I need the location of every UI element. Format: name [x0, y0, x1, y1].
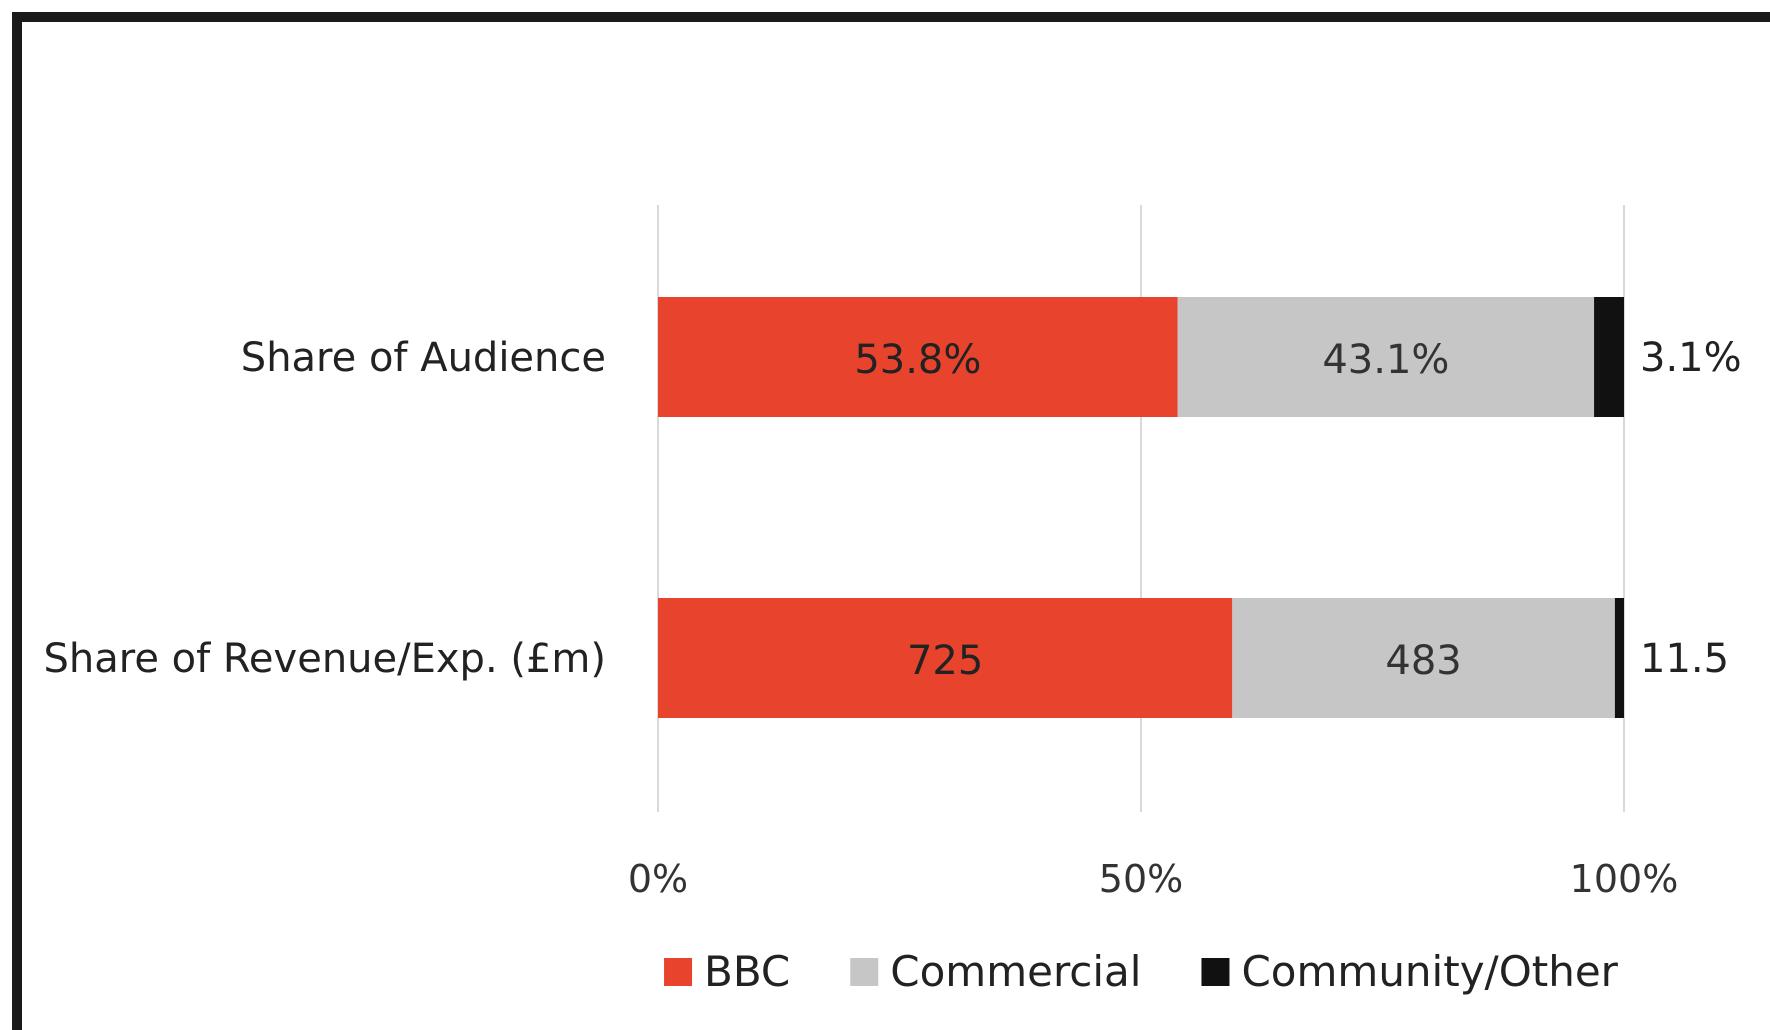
data-label: 3.1%: [1640, 335, 1742, 381]
legend-swatch: [850, 958, 879, 986]
data-label: 53.8%: [854, 337, 981, 383]
bar-segment: [658, 598, 1233, 718]
legend-label: Commercial: [890, 947, 1141, 996]
category-label: Share of Audience: [241, 335, 606, 381]
category-label: Share of Revenue/Exp. (£m): [44, 636, 606, 682]
chart-frame: [12, 12, 1770, 1030]
bar-segment: [658, 297, 1178, 417]
legend-label: Community/Other: [1241, 947, 1618, 996]
legend-swatch: [1201, 958, 1230, 986]
bar-segment: [1177, 297, 1595, 417]
bar-segment: [1232, 598, 1615, 718]
data-label: 483: [1385, 638, 1461, 684]
x-tick-label: 50%: [1099, 857, 1183, 901]
legend-label: BBC: [704, 947, 790, 996]
bar-segment: [1594, 297, 1624, 417]
data-label: 11.5: [1640, 636, 1729, 682]
bar-segment: [1614, 598, 1624, 718]
legend-swatch: [664, 958, 693, 986]
x-tick-label: 100%: [1570, 857, 1679, 901]
data-label: 43.1%: [1322, 337, 1449, 383]
data-label: 725: [907, 638, 983, 684]
x-tick-label: 0%: [628, 857, 688, 901]
